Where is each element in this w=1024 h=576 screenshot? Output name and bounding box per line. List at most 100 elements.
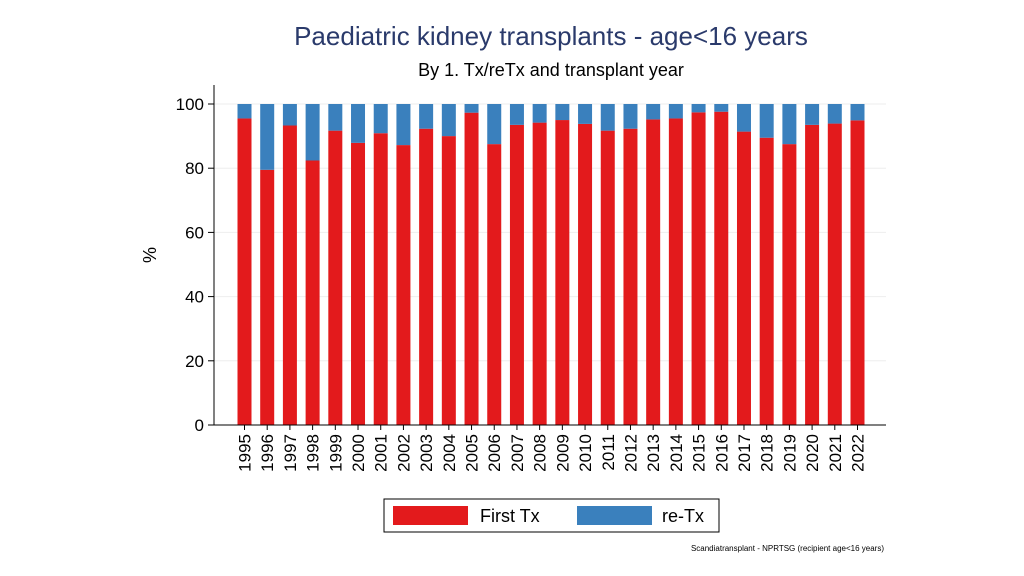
x-tick-label: 2019 xyxy=(780,434,799,472)
legend-label-first-tx: First Tx xyxy=(480,506,540,526)
x-tick-label: 2002 xyxy=(394,434,413,472)
x-tick-label: 2005 xyxy=(463,434,482,472)
bar-first-tx xyxy=(441,136,456,425)
bar-re-tx xyxy=(646,104,661,120)
x-tick-label: 1997 xyxy=(281,434,300,472)
x-tick-label: 2014 xyxy=(667,434,686,472)
x-tick-label: 1996 xyxy=(258,434,277,472)
x-tick-label: 2012 xyxy=(621,434,640,472)
x-tick-label: 2020 xyxy=(803,434,822,472)
x-tick-label: 2016 xyxy=(712,434,731,472)
bar-re-tx xyxy=(282,104,297,126)
bar-first-tx xyxy=(237,118,252,425)
x-tick-label: 2011 xyxy=(599,434,618,471)
x-tick-label: 2006 xyxy=(485,434,504,472)
x-tick-label: 2015 xyxy=(690,434,709,472)
y-tick-label: 100 xyxy=(176,95,204,114)
bar-first-tx xyxy=(487,144,502,425)
bar-re-tx xyxy=(691,104,706,113)
y-tick-label: 60 xyxy=(185,223,204,242)
x-ticks: 1995 1996 1997 1998 1999 2000 2001 2002 2003 2004… xyxy=(236,425,868,472)
bars xyxy=(237,104,865,426)
bar-re-tx xyxy=(827,104,842,124)
bar-re-tx xyxy=(850,104,865,121)
x-tick-label: 1999 xyxy=(326,434,345,472)
bar-re-tx xyxy=(328,104,343,131)
gridlines xyxy=(214,103,886,362)
bar-re-tx xyxy=(782,104,797,145)
x-tick-label: 2022 xyxy=(849,434,868,472)
bar-first-tx xyxy=(600,130,615,425)
bar-re-tx xyxy=(714,104,729,112)
x-tick-label: 2009 xyxy=(553,434,572,472)
bar-re-tx xyxy=(237,104,252,119)
bar-first-tx xyxy=(464,112,479,426)
bar-first-tx xyxy=(691,112,706,425)
y-tick-label: 0 xyxy=(195,416,204,435)
bar-first-tx xyxy=(850,120,865,425)
x-tick-label: 2000 xyxy=(349,434,368,472)
bar-first-tx xyxy=(351,142,366,425)
legend: First Tx re-Tx xyxy=(383,498,720,533)
bar-re-tx xyxy=(464,104,479,113)
bar-first-tx xyxy=(373,133,388,425)
bar-re-tx xyxy=(487,104,502,145)
bar-first-tx xyxy=(509,124,524,426)
bar-re-tx xyxy=(668,104,683,119)
x-tick-label: 2008 xyxy=(531,434,550,472)
bar-first-tx xyxy=(668,118,683,425)
bar-first-tx xyxy=(328,130,343,425)
bar-first-tx xyxy=(555,120,570,426)
bar-re-tx xyxy=(419,104,434,129)
chart-title: Paediatric kidney transplants - age<16 y… xyxy=(294,21,808,51)
x-tick-label: 2004 xyxy=(440,434,459,472)
bar-first-tx xyxy=(532,122,547,426)
bar-re-tx xyxy=(260,104,275,170)
bar-first-tx xyxy=(396,145,411,425)
bar-re-tx xyxy=(305,104,320,161)
bar-re-tx xyxy=(805,104,820,125)
bar-first-tx xyxy=(759,137,774,425)
y-ticks: 0 20 40 60 80 100 xyxy=(176,95,214,435)
bar-re-tx xyxy=(736,104,751,132)
bar-first-tx xyxy=(578,123,593,425)
footnote: Scandiatransplant - NPRTSG (recipient ag… xyxy=(691,544,884,553)
x-tick-label: 2017 xyxy=(735,434,754,472)
bar-re-tx xyxy=(351,104,366,143)
bar-re-tx xyxy=(578,104,593,124)
legend-swatch-first-tx xyxy=(393,506,468,525)
x-tick-label: 2018 xyxy=(758,434,777,472)
bar-re-tx xyxy=(555,104,570,121)
x-tick-label: 2010 xyxy=(576,434,595,472)
y-axis-label: % xyxy=(140,247,160,263)
x-tick-label: 1995 xyxy=(236,434,255,472)
legend-label-re-tx: re-Tx xyxy=(662,506,704,526)
bar-first-tx xyxy=(646,119,661,426)
x-tick-label: 2007 xyxy=(508,434,527,472)
y-tick-label: 40 xyxy=(185,288,204,307)
bar-re-tx xyxy=(623,104,638,129)
bar-first-tx xyxy=(305,160,320,425)
bar-re-tx xyxy=(396,104,411,146)
bar-first-tx xyxy=(714,111,729,425)
x-tick-label: 2003 xyxy=(417,434,436,472)
bar-first-tx xyxy=(736,131,751,425)
bar-first-tx xyxy=(805,124,820,426)
x-tick-label: 2001 xyxy=(372,434,391,472)
bar-re-tx xyxy=(759,104,774,138)
bar-first-tx xyxy=(827,123,842,426)
x-tick-label: 1998 xyxy=(304,434,323,472)
x-tick-label: 2021 xyxy=(826,434,845,472)
y-tick-label: 20 xyxy=(185,352,204,371)
bar-first-tx xyxy=(419,128,434,426)
chart-subtitle: By 1. Tx/reTx and transplant year xyxy=(418,60,684,80)
bar-re-tx xyxy=(441,104,456,137)
bar-first-tx xyxy=(782,144,797,425)
bar-re-tx xyxy=(600,104,615,131)
legend-box xyxy=(383,498,720,533)
bar-re-tx xyxy=(373,104,388,134)
legend-swatch-re-tx xyxy=(577,506,652,525)
axes xyxy=(213,85,886,426)
y-tick-label: 80 xyxy=(185,159,204,178)
